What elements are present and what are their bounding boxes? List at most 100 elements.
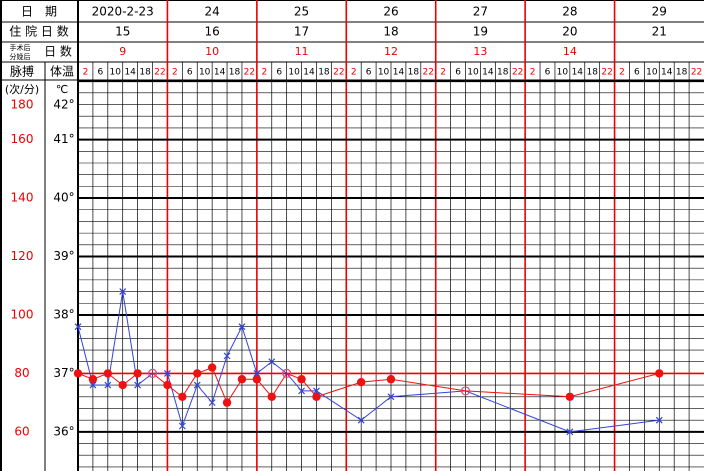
hospital-day: 18 — [383, 25, 398, 39]
hospital-day: 16 — [205, 25, 220, 39]
pulse-dot — [163, 380, 172, 390]
time-label: 6 — [187, 68, 193, 78]
pulse-dot — [356, 377, 366, 387]
y-tick-label: 38° — [53, 307, 74, 321]
temp-marker — [193, 381, 201, 389]
y2-tick-label: 140 — [11, 191, 34, 205]
y-tick-label: 42° — [53, 98, 74, 112]
overlap-marker — [282, 368, 292, 378]
temp-marker — [357, 416, 365, 424]
time-label: 18 — [408, 68, 420, 78]
date: 25 — [294, 5, 309, 19]
pulse-dot — [237, 375, 247, 384]
date: 28 — [562, 5, 577, 19]
time-label: 6 — [366, 68, 372, 78]
time-label: 18 — [229, 68, 241, 78]
temp-marker — [223, 352, 231, 360]
time-label: 22 — [512, 68, 523, 78]
time-label: 2 — [440, 68, 446, 78]
pulse-dot — [297, 375, 306, 384]
postop-day: 10 — [205, 45, 219, 58]
hospital-day: 21 — [652, 25, 667, 39]
postop-days-label: 日 数 — [44, 44, 72, 59]
hospital-day: 19 — [473, 25, 488, 39]
series-line — [77, 291, 660, 433]
postop-day: 9 — [119, 45, 126, 58]
time-label: 10 — [110, 68, 122, 78]
pulse-dot — [386, 375, 396, 384]
pulse-unit: (次/分) — [5, 82, 39, 96]
postop-day: 11 — [295, 45, 309, 58]
pulse-dot — [312, 392, 321, 401]
time-label: 6 — [455, 68, 461, 78]
pulse-dot — [252, 375, 262, 384]
hospital-day: 15 — [115, 25, 130, 39]
time-label: 2 — [530, 68, 536, 78]
temp-marker — [89, 381, 97, 389]
temp-marker — [208, 399, 216, 407]
y2-tick-label: 80 — [14, 366, 29, 380]
temp-marker — [104, 381, 112, 389]
time-label: 10 — [646, 68, 658, 78]
temp-marker — [134, 381, 142, 389]
y-tick-label: 39° — [53, 249, 74, 263]
time-label: 18 — [139, 68, 151, 78]
time-label: 22 — [423, 68, 434, 78]
series-line — [77, 366, 660, 404]
time-label: 14 — [303, 68, 315, 78]
postop-label-top: 手术后 — [10, 43, 31, 52]
date-label: 日 期 — [21, 5, 57, 19]
y-tick-label: 40° — [53, 191, 74, 205]
temp-marker — [298, 387, 305, 395]
pulse-dot — [222, 398, 232, 407]
temp-marker — [313, 387, 320, 395]
pulse-dot — [88, 375, 98, 384]
pulse-dot — [133, 369, 142, 378]
time-label: 14 — [482, 68, 494, 78]
pulse-dot — [73, 369, 83, 378]
time-label: 14 — [124, 68, 136, 78]
date: 24 — [205, 5, 220, 19]
time-label: 10 — [199, 68, 211, 78]
pulse-dot — [655, 369, 664, 378]
time-label: 10 — [288, 68, 300, 78]
time-label: 18 — [586, 68, 598, 78]
time-label: 2 — [261, 68, 267, 78]
time-label: 2 — [619, 68, 625, 78]
postop-day: 13 — [473, 45, 487, 58]
pulse-dot — [267, 392, 276, 401]
temp-marker — [268, 358, 276, 366]
hospital-day: 17 — [294, 25, 309, 39]
temp-marker — [164, 369, 171, 377]
pulse-dot — [178, 392, 187, 401]
postop-label-bottom: 分娩后 — [10, 52, 31, 61]
temp-unit: ℃ — [56, 83, 68, 96]
time-label: 18 — [676, 68, 688, 78]
date: 2020-2-23 — [92, 5, 154, 19]
y2-tick-label: 160 — [11, 132, 34, 146]
time-label: 10 — [557, 68, 569, 78]
y2-tick-label: 100 — [11, 307, 34, 321]
temp-marker — [178, 422, 186, 430]
hospital-day: 20 — [562, 25, 577, 39]
time-label: 22 — [244, 68, 255, 78]
overlap-marker — [460, 386, 471, 396]
temp-marker — [74, 323, 82, 331]
time-label: 18 — [497, 68, 509, 78]
pulse-dot — [118, 380, 127, 390]
y2-tick-label: 180 — [11, 98, 34, 112]
time-label: 22 — [601, 68, 612, 78]
temp-marker — [387, 393, 395, 401]
temp-label: 体温 — [50, 65, 74, 79]
time-label: 10 — [467, 68, 479, 78]
time-label: 6 — [276, 68, 282, 78]
time-label: 6 — [97, 68, 103, 78]
temp-marker — [655, 416, 663, 424]
time-label: 14 — [393, 68, 405, 78]
date: 29 — [652, 5, 667, 19]
time-label: 22 — [691, 68, 702, 78]
y-tick-label: 36° — [53, 424, 74, 438]
postop-day: 12 — [384, 45, 398, 58]
